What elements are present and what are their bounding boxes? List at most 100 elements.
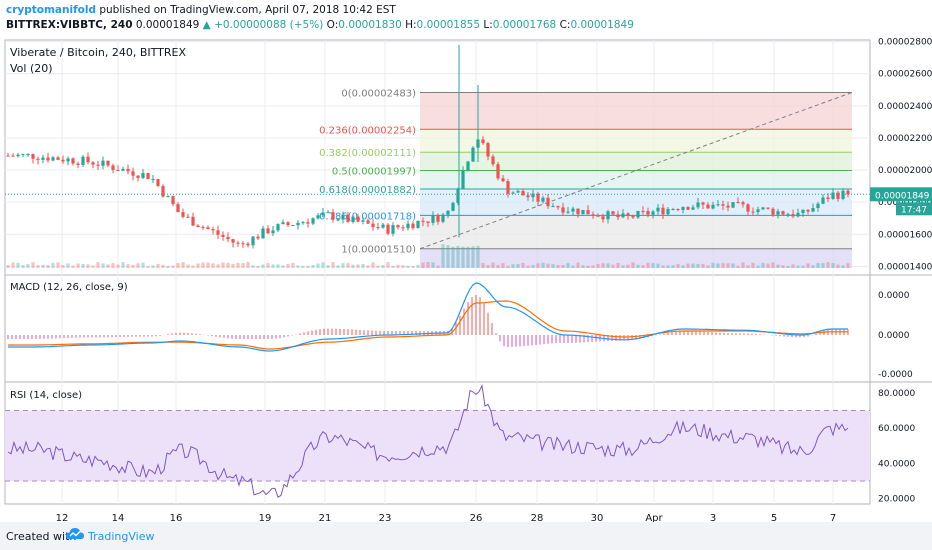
candle-body xyxy=(56,157,60,160)
candle-body xyxy=(201,227,205,229)
volume-bar xyxy=(176,262,180,268)
volume-bar xyxy=(706,265,710,268)
tradingview-cloud-icon[interactable] xyxy=(66,527,84,544)
volume-bar xyxy=(186,264,190,268)
volume-bar xyxy=(771,262,775,268)
volume-bar xyxy=(261,264,265,268)
volume-bar xyxy=(701,263,705,268)
volume-bar xyxy=(681,265,685,268)
published-text: published on TradingView.com, April 07, … xyxy=(99,4,396,16)
author-link[interactable]: cryptomanifold xyxy=(6,4,96,16)
candle-body xyxy=(431,215,435,223)
open-label: O: xyxy=(326,19,339,31)
volume-bar xyxy=(541,262,545,268)
volume-bar xyxy=(741,262,745,268)
volume-bar xyxy=(371,262,375,268)
candle-body xyxy=(841,190,845,199)
macd-y-tick-label: 0.0000 xyxy=(878,291,910,301)
volume-bar xyxy=(836,264,840,268)
candle-body xyxy=(251,236,255,246)
volume-bar xyxy=(476,245,480,268)
volume-bar xyxy=(316,263,320,268)
volume-bar xyxy=(296,265,300,268)
candle-body xyxy=(726,205,730,208)
candle-body xyxy=(336,219,340,221)
chart-canvas[interactable]: 12 14 16 19 21 23 26 28 30 Apr 3 5 7 0.00002800 0.0000… xyxy=(0,36,932,522)
volume-bar xyxy=(31,262,35,268)
volume-bar xyxy=(751,262,755,268)
volume-bar xyxy=(491,262,495,268)
candle-body xyxy=(601,216,605,220)
candle-body xyxy=(91,162,95,165)
candle-body xyxy=(816,203,820,208)
volume-bar xyxy=(546,263,550,268)
volume-bar xyxy=(451,246,455,268)
volume-bar xyxy=(341,263,345,268)
macd-title: MACD (12, 26, close, 9) xyxy=(10,282,128,293)
candle-body xyxy=(66,158,70,162)
volume-bar xyxy=(511,264,515,268)
volume-bar xyxy=(761,262,765,268)
volume-bar xyxy=(501,263,505,268)
x-tick-label: 16 xyxy=(170,513,183,522)
candle-body xyxy=(806,209,810,212)
close-label: C: xyxy=(559,19,571,31)
fib-level-label: 0(0.00002483) xyxy=(341,89,416,100)
candle-body xyxy=(631,215,635,218)
candle-body xyxy=(156,178,160,186)
fib-zone xyxy=(420,129,852,153)
candle-body xyxy=(496,164,500,179)
volume-bar xyxy=(196,263,200,268)
low-value: 0.00001768 xyxy=(492,19,557,31)
candle-body xyxy=(106,160,110,166)
volume-bar xyxy=(46,265,50,268)
fib-zone xyxy=(420,170,852,190)
candle-body xyxy=(706,204,710,209)
candle-body xyxy=(746,204,750,212)
candle-body xyxy=(196,225,200,228)
volume-bar xyxy=(461,246,465,268)
candle-body xyxy=(146,173,150,179)
tradingview-brand[interactable]: TradingView xyxy=(88,530,155,543)
candle-body xyxy=(456,188,460,203)
volume-bar xyxy=(41,264,45,268)
volume-bar xyxy=(811,265,815,268)
volume-bar xyxy=(536,263,540,268)
candle-body xyxy=(731,202,735,208)
volume-bar xyxy=(366,265,370,268)
volume-bar xyxy=(566,263,570,268)
candle-body xyxy=(326,212,330,214)
chart-title: Viberate / Bitcoin, 240, BITTREX xyxy=(10,46,186,59)
volume-bar xyxy=(56,262,60,268)
candle-body xyxy=(126,168,130,172)
volume-bar xyxy=(426,262,430,268)
candle-body xyxy=(616,214,620,218)
change-value: ▲ +0.00000088 (+5%) xyxy=(202,19,324,31)
volume-bar xyxy=(821,263,825,268)
candle-body xyxy=(691,207,695,210)
volume-bar xyxy=(831,262,835,268)
candle-body xyxy=(231,239,235,243)
candle-body xyxy=(166,196,170,198)
candle-body xyxy=(6,155,10,157)
candle-body xyxy=(451,202,455,211)
volume-bar xyxy=(806,263,810,268)
volume-bar xyxy=(221,262,225,268)
volume-bar xyxy=(596,264,600,268)
volume-bar xyxy=(356,264,360,268)
candle-body xyxy=(381,224,385,228)
volume-bar xyxy=(301,265,305,268)
volume-bar xyxy=(256,265,260,268)
volume-bar xyxy=(36,265,40,268)
candle-body xyxy=(341,214,345,220)
candle-body xyxy=(641,210,645,212)
volume-bar xyxy=(641,265,645,268)
volume-bar xyxy=(6,265,10,268)
candle-body xyxy=(791,214,795,217)
volume-bar xyxy=(661,265,665,268)
candle-body xyxy=(826,197,830,199)
close-value: 0.00001849 xyxy=(570,19,634,31)
candle-body xyxy=(846,190,850,195)
volume-bar xyxy=(361,263,365,268)
macd-signal-line xyxy=(8,300,848,350)
